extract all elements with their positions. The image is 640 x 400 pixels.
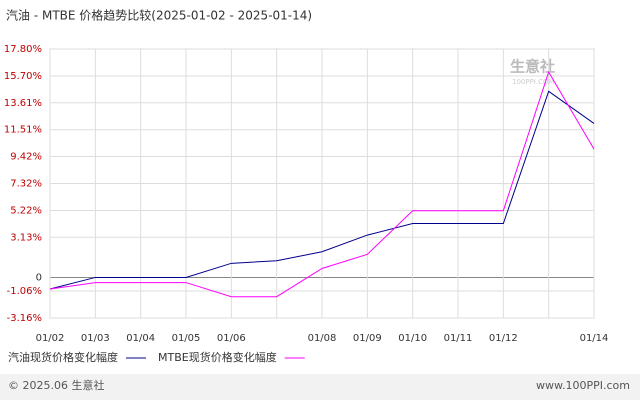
x-tick-label: 01/09 <box>353 333 382 344</box>
legend-label: MTBE现货价格变化幅度 <box>158 350 277 364</box>
y-tick-label: 5.22% <box>10 205 42 216</box>
y-tick-label: 3.13% <box>10 232 42 243</box>
legend-label: 汽油现货价格变化幅度 <box>8 350 118 364</box>
y-tick-label: 9.42% <box>10 152 42 163</box>
x-tick-label: 01/10 <box>398 333 427 344</box>
x-tick-label: 01/06 <box>217 333 246 344</box>
footer-bar <box>0 374 640 400</box>
y-tick-label: -3.16% <box>7 313 42 324</box>
footer-right: www.100PPI.com <box>536 379 630 392</box>
series-line <box>49 90 595 290</box>
chart-title: 汽油 - MTBE 价格趋势比较(2025-01-02 - 2025-01-14… <box>6 8 312 23</box>
watermark-sub: 100PPI.COM <box>512 78 555 86</box>
y-tick-label: 7.32% <box>10 179 42 190</box>
y-tick-label: -1.06% <box>7 286 42 297</box>
x-tick-label: 01/11 <box>444 333 473 344</box>
series-line <box>49 70 595 298</box>
y-tick-label: 15.70% <box>4 71 42 82</box>
footer-left: © 2025.06 生意社 <box>8 378 104 392</box>
x-tick-label: 01/03 <box>81 333 110 344</box>
y-tick-label: 11.51% <box>4 125 42 136</box>
y-tick-label: 17.80% <box>4 44 42 55</box>
x-tick-label: 01/14 <box>580 333 609 344</box>
x-tick-label: 01/04 <box>126 333 155 344</box>
y-tick-label: 13.61% <box>4 98 42 109</box>
x-tick-label: 01/08 <box>308 333 337 344</box>
x-tick-label: 01/02 <box>36 333 65 344</box>
watermark: 生意社 <box>510 58 555 76</box>
x-tick-label: 01/05 <box>172 333 201 344</box>
y-tick-label: 0 <box>36 272 42 283</box>
x-tick-label: 01/12 <box>489 333 518 344</box>
